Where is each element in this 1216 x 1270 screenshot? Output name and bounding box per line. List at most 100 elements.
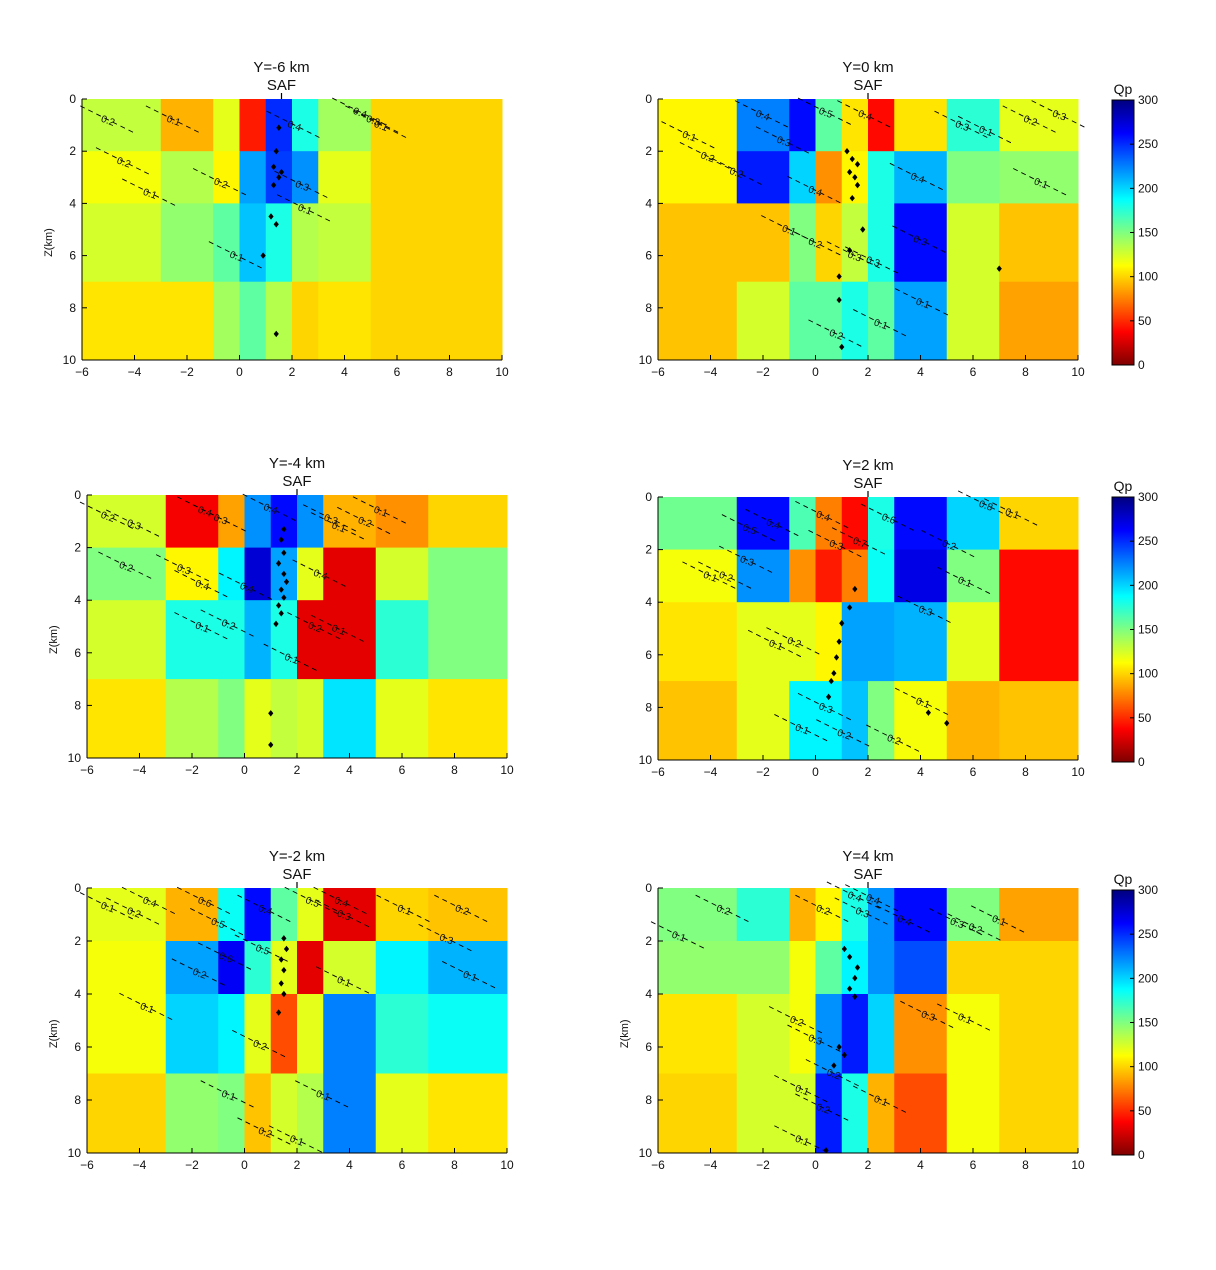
plot-area: 0.1 0.20.4 0.60.50.40.5 0.40.30.60.50.20.10… [48, 848, 514, 1172]
earthquake-marker [276, 602, 282, 609]
x-ticks: −6 −4 −2 0 2 4 6 8 10 [75, 355, 509, 379]
qp-cell [815, 549, 843, 603]
contour-label: 0.1 [767, 638, 784, 653]
qp-cell [323, 547, 377, 601]
contour-label: 0.3 [294, 179, 311, 194]
x-tick-label: 6 [970, 765, 977, 779]
qp-cell [841, 99, 869, 152]
contour-label: 0.3 [854, 906, 871, 921]
qp-cell [323, 941, 377, 995]
x-ticks: −6 −4 −2 0 2 4 6 8 10 [651, 355, 1085, 379]
contour-lines [79, 493, 410, 673]
contour-label: 0.2 [251, 1038, 268, 1053]
qp-cell [375, 888, 429, 942]
contour-lines [80, 97, 410, 271]
qp-cell [318, 99, 372, 152]
qp-cell [868, 497, 895, 551]
qp-cell [736, 281, 790, 361]
contour-line [1002, 105, 1059, 135]
contour-line [808, 529, 865, 559]
qp-cell [292, 151, 319, 204]
contour-label: 0.1 [141, 187, 158, 202]
colorbar-body: Qp 0 50 100 150 200 250 300 [1111, 871, 1158, 1162]
contour-line [242, 493, 299, 523]
x-tick-label: 0 [812, 765, 819, 779]
earthquake-marker [849, 155, 855, 163]
contour-label: 0.2 [814, 1102, 831, 1117]
qp-cell [323, 994, 377, 1074]
contour-line [936, 566, 994, 596]
y-tick-label: 4 [69, 196, 76, 210]
contour-line [852, 1085, 910, 1115]
colorbar-tick-label: 200 [1138, 578, 1158, 592]
contour-line [682, 561, 739, 591]
earthquake-marker [996, 265, 1002, 272]
contour-line [218, 572, 276, 602]
colorbar-tick-label: 0 [1138, 358, 1145, 372]
x-tick-label: 10 [500, 1158, 514, 1172]
contour-label: 0.1 [793, 1083, 810, 1098]
earthquake-marker [273, 330, 279, 338]
contour-labels: 0.20.30.40.30.40.2 0.30.40.1 0.20.40.30.1 0… [99, 502, 389, 667]
qp-cell [841, 549, 869, 603]
contour-line [1013, 168, 1070, 197]
y-tick-label: 6 [74, 646, 81, 660]
contour-line [287, 612, 344, 641]
y-tick-label: 2 [74, 541, 81, 555]
earthquake-marker [854, 181, 861, 189]
x-ticks: −6 −4 −2 0 2 4 6 8 10 [80, 753, 514, 777]
earthquake-marker [823, 1147, 829, 1154]
x-tick-label: 10 [1071, 365, 1085, 379]
qp-cell [270, 994, 298, 1074]
contour-line [852, 309, 910, 338]
qp-cell [868, 888, 895, 942]
panel-title: Y=0 km [842, 59, 893, 76]
y-tick-label: 10 [68, 1146, 82, 1160]
qp-cell [428, 1073, 508, 1154]
colorbar-tick-label: 250 [1138, 534, 1158, 548]
contour-line [774, 1125, 831, 1155]
qp-cell [423, 203, 503, 283]
x-tick-label: 8 [451, 763, 458, 777]
earthquake-marker [283, 578, 290, 585]
qp-cell [218, 495, 245, 549]
earthquake-marker [281, 525, 287, 533]
qp-cell [894, 888, 948, 942]
x-tick-label: 6 [970, 1158, 977, 1172]
contour-line [831, 527, 889, 557]
qp-cell [165, 495, 219, 549]
y-tick-label: 4 [645, 595, 652, 609]
qp-cell [946, 497, 1000, 551]
event-markers [836, 148, 1002, 351]
x-tick-label: 0 [812, 1158, 819, 1172]
contour-label: 0.2 [728, 166, 745, 181]
heatmap-panel-3: 0.20.30.40.30.40.2 0.30.40.1 0.20.40.30.1 0… [48, 455, 514, 777]
contour-line [661, 121, 718, 150]
contour-line [808, 319, 865, 349]
contour-label: 0.1 [956, 1012, 973, 1027]
contour-label: 0.2 [257, 1126, 274, 1141]
contour-label: 0.6 [196, 895, 213, 910]
contour-label: 0.2 [212, 176, 229, 191]
contour-label: 0.4 [257, 903, 274, 918]
qp-cell [868, 281, 895, 361]
qp-cell [946, 941, 1000, 995]
contour-line [313, 886, 370, 916]
qp-cell [318, 151, 372, 204]
qp-cell [370, 151, 424, 204]
contour-line [176, 886, 234, 916]
contour-label: 0.2 [825, 1067, 842, 1082]
qp-cell [736, 994, 790, 1074]
contour-line [79, 892, 137, 921]
earthquake-marker [273, 148, 279, 155]
qp-cell [370, 99, 424, 152]
qp-cell [87, 1073, 167, 1154]
x-tick-label: 10 [500, 763, 514, 777]
contour-label: 0.3 [212, 513, 229, 528]
colorbar-body: Qp 0 50 100 150 200 250 300 [1111, 478, 1158, 769]
panel-title: Y=-6 km [253, 59, 309, 76]
plot-area: 0.20.30.40.30.40.2 0.30.40.1 0.20.40.30.1 0… [48, 455, 514, 777]
contour-label: 0.3 [335, 908, 352, 923]
contour-line [719, 545, 776, 575]
contour-labels: 0.40.4 0.60.70.50.30.10.20.3 0.20.80.10.30… [702, 499, 1021, 748]
